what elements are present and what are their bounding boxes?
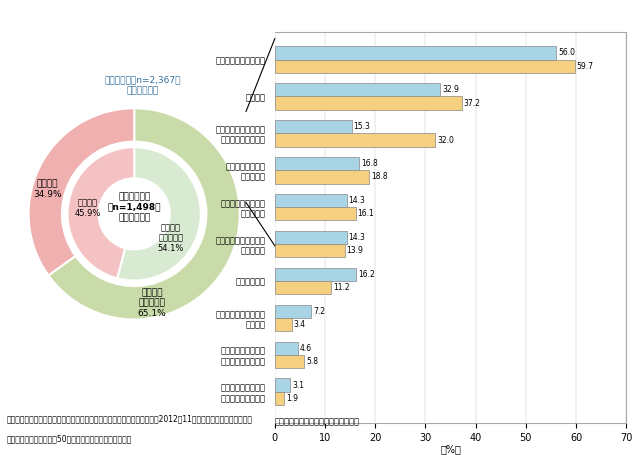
Bar	[275, 281, 331, 294]
Bar	[275, 231, 346, 244]
Bar	[275, 342, 298, 355]
Text: 中規模企業（n=2,367）
〈外側の円〉: 中規模企業（n=2,367） 〈外側の円〉	[105, 76, 181, 95]
Text: 59.7: 59.7	[576, 62, 594, 71]
Wedge shape	[68, 147, 134, 278]
Text: 16.8: 16.8	[361, 159, 378, 168]
Bar	[275, 194, 346, 207]
Bar	[275, 318, 292, 331]
Bar	[275, 170, 369, 183]
Text: 3.4: 3.4	[294, 320, 306, 329]
Text: 特にない
45.9%: 特にない 45.9%	[74, 198, 101, 218]
Text: 4.6: 4.6	[300, 344, 312, 353]
Text: 活用した
手段がある
65.1%: 活用した 手段がある 65.1%	[137, 288, 166, 318]
Text: 32.9: 32.9	[442, 85, 459, 94]
Bar	[275, 305, 311, 318]
Text: 活用した
手段がある
54.1%: 活用した 手段がある 54.1%	[158, 223, 184, 253]
Text: 14.3: 14.3	[349, 233, 366, 242]
Text: 7.2: 7.2	[313, 307, 325, 316]
Wedge shape	[117, 147, 201, 281]
Text: 15.3: 15.3	[353, 122, 371, 131]
Text: 5.8: 5.8	[306, 357, 318, 366]
Bar	[275, 392, 284, 405]
Bar	[275, 355, 304, 368]
Bar	[275, 133, 435, 147]
Bar	[275, 379, 290, 392]
Text: 14.3: 14.3	[349, 196, 366, 205]
Text: 資料：中小企業庁委託「中小企業の事業承継に関するアンケート調査」（2012年11月、（株）野村総合研究所）: 資料：中小企業庁委託「中小企業の事業承継に関するアンケート調査」（2012年11…	[6, 414, 252, 423]
Bar	[275, 157, 359, 170]
Text: 32.0: 32.0	[438, 136, 454, 145]
Bar	[275, 120, 351, 133]
Bar	[275, 83, 440, 96]
Bar	[275, 60, 574, 73]
Bar	[275, 244, 344, 258]
Text: 11.2: 11.2	[333, 283, 350, 292]
Bar	[275, 207, 355, 221]
Text: 3.1: 3.1	[292, 381, 304, 389]
Text: 56.0: 56.0	[558, 48, 575, 57]
Text: 18.8: 18.8	[371, 172, 388, 182]
Bar	[275, 46, 556, 60]
Bar	[275, 96, 461, 110]
X-axis label: （%）: （%）	[440, 444, 461, 454]
Text: 16.2: 16.2	[358, 270, 375, 279]
Text: 1.9: 1.9	[286, 394, 298, 403]
Text: 13.9: 13.9	[346, 246, 364, 255]
Bar	[275, 268, 356, 281]
Text: 37.2: 37.2	[463, 99, 481, 107]
Text: 小規模事業者
（n=1,498）
〈内側の円〉: 小規模事業者 （n=1,498） 〈内側の円〉	[107, 192, 161, 222]
Wedge shape	[29, 108, 134, 275]
Text: （注）「その他」は表示していない。: （注）「その他」は表示していない。	[275, 418, 360, 426]
Text: 16.1: 16.1	[358, 209, 374, 218]
Text: （注）　経営者の年齢が50歳以上の企業を集計している。: （注） 経営者の年齢が50歳以上の企業を集計している。	[6, 435, 132, 444]
Wedge shape	[49, 108, 240, 319]
Text: 特にない
34.9%: 特にない 34.9%	[33, 180, 62, 199]
